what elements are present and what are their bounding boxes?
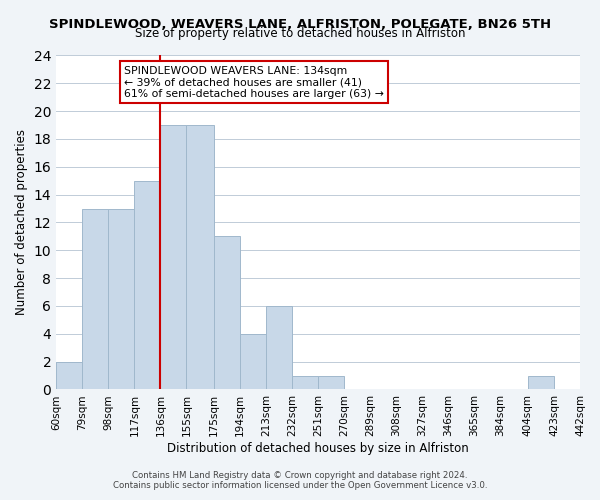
Bar bbox=[160, 125, 187, 390]
Bar bbox=[134, 180, 160, 390]
Bar bbox=[528, 376, 554, 390]
Bar bbox=[108, 208, 134, 390]
Bar bbox=[266, 306, 292, 390]
Bar bbox=[82, 208, 108, 390]
Text: Size of property relative to detached houses in Alfriston: Size of property relative to detached ho… bbox=[135, 28, 465, 40]
X-axis label: Distribution of detached houses by size in Alfriston: Distribution of detached houses by size … bbox=[167, 442, 469, 455]
Text: Contains HM Land Registry data © Crown copyright and database right 2024.
Contai: Contains HM Land Registry data © Crown c… bbox=[113, 470, 487, 490]
Text: SPINDLEWOOD, WEAVERS LANE, ALFRISTON, POLEGATE, BN26 5TH: SPINDLEWOOD, WEAVERS LANE, ALFRISTON, PO… bbox=[49, 18, 551, 30]
Bar bbox=[292, 376, 318, 390]
Bar bbox=[214, 236, 240, 390]
Bar bbox=[56, 362, 82, 390]
Text: SPINDLEWOOD WEAVERS LANE: 134sqm
← 39% of detached houses are smaller (41)
61% o: SPINDLEWOOD WEAVERS LANE: 134sqm ← 39% o… bbox=[124, 66, 384, 98]
Bar bbox=[240, 334, 266, 390]
Bar bbox=[580, 376, 600, 390]
Bar bbox=[318, 376, 344, 390]
Bar bbox=[187, 125, 214, 390]
Y-axis label: Number of detached properties: Number of detached properties bbox=[15, 130, 28, 316]
